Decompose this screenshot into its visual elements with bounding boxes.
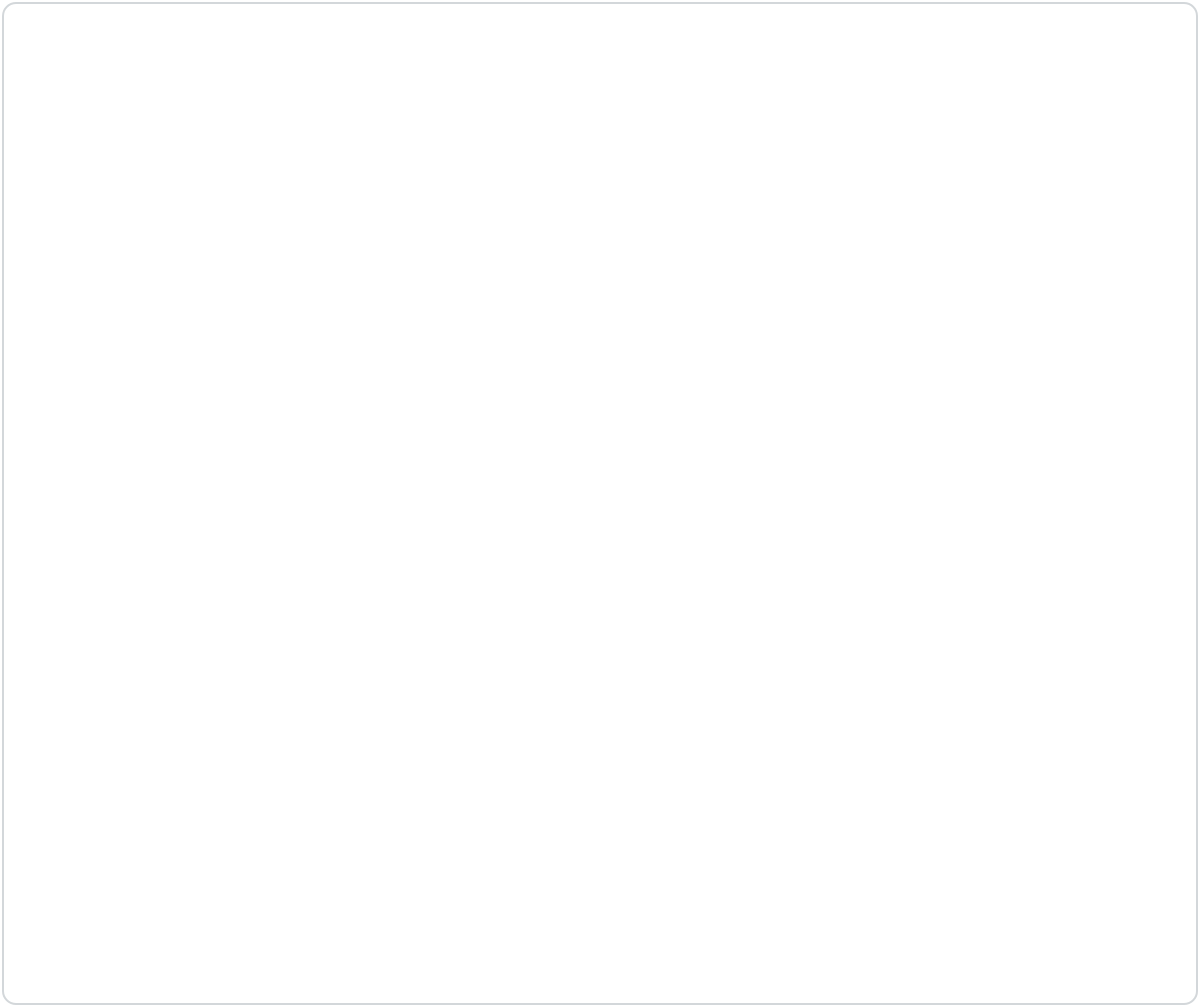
colorbar-canvas-h [0, 0, 300, 150]
